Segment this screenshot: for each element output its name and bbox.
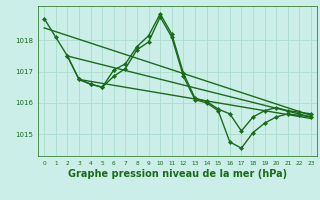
X-axis label: Graphe pression niveau de la mer (hPa): Graphe pression niveau de la mer (hPa) [68, 169, 287, 179]
